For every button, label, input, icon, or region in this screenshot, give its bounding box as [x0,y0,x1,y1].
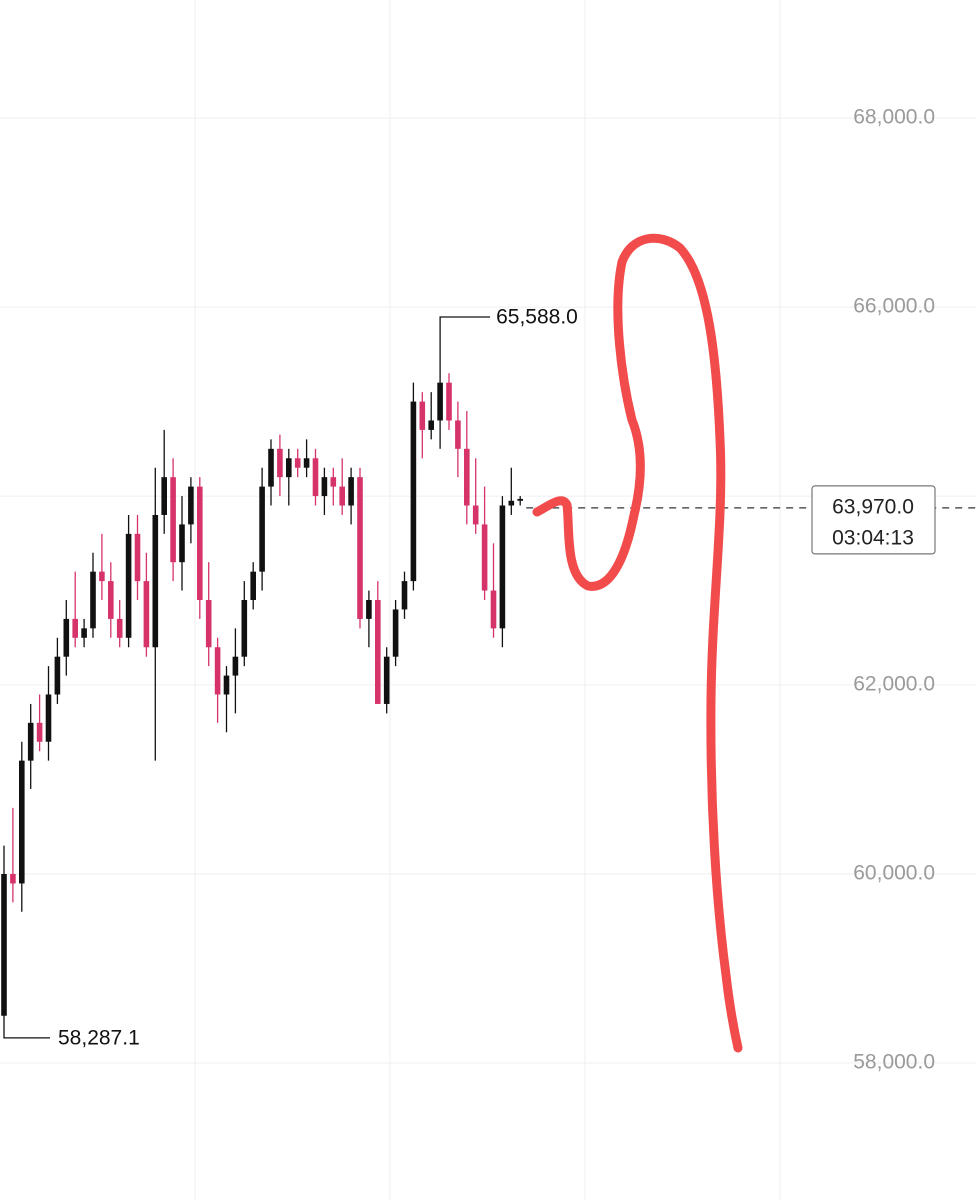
candle-body [366,600,372,619]
candle-body [428,420,434,430]
candle-body [134,533,141,582]
candle-body [277,448,283,478]
y-tick-label: 66,000.0 [853,295,935,318]
last-price-label: 63,970.0 [832,495,914,518]
candle-body [481,524,488,591]
candle-body [232,656,239,676]
candle-body [303,458,310,468]
candle-body [116,618,123,638]
candle-body [108,581,114,619]
candle-body [63,618,70,657]
candle-body [197,486,203,600]
candle-body [205,600,212,648]
candle-body [214,647,221,695]
candle-body [401,581,408,610]
low-leader [3,1035,50,1039]
candle-body [312,458,319,497]
candle-body [321,477,328,497]
candle-body [490,590,497,629]
candle-body [410,401,417,582]
candle-body [437,382,443,421]
candle-body [152,514,159,648]
candle-body [357,477,363,619]
candle-body [294,458,301,468]
candle-body [170,477,176,563]
hand-drawing [532,233,743,1053]
candle-body [27,722,34,761]
candle-body [455,420,461,449]
candle-body [36,722,43,742]
candle-body [250,571,256,600]
candle-body [419,401,426,430]
candle-body [339,486,345,506]
candle-body [259,486,265,572]
candle-body [392,609,399,657]
candle-body [508,500,515,506]
y-tick-label: 60,000.0 [853,862,935,885]
candle-body [517,498,523,501]
candle-body [188,486,194,525]
high-leader [439,316,491,347]
candle-body [81,628,87,638]
candle-body [383,656,390,704]
low-label: 58,287.1 [58,1026,140,1049]
candle-body [72,618,78,638]
y-tick-label: 62,000.0 [853,673,935,696]
y-tick-label: 58,000.0 [853,1051,935,1074]
candle-body [179,524,185,563]
y-tick-label: 68,000.0 [853,106,935,129]
candle-body [19,760,25,884]
candle-body [99,571,105,582]
price-box [811,485,936,555]
candle-body [330,477,337,487]
candle-body [348,477,354,506]
candle-body [223,675,230,695]
candle-body [10,874,16,884]
candle-body [375,600,381,704]
candle-body [161,477,167,515]
vertical-grid [194,0,781,1200]
candle-body [54,656,61,695]
candle-body [464,448,470,506]
high-label: 65,588.0 [496,306,578,329]
candle-body [143,581,150,648]
candle-body [90,571,96,629]
candle-body [499,505,506,629]
candle-body [472,505,479,525]
candle-body [1,874,7,1016]
candle-body [125,533,132,638]
candle-body [268,448,274,487]
countdown: 03:04:13 [832,526,914,549]
candle-body [241,600,248,657]
candle-body [446,382,452,421]
candle-body [286,458,292,478]
candle-body [45,694,52,742]
